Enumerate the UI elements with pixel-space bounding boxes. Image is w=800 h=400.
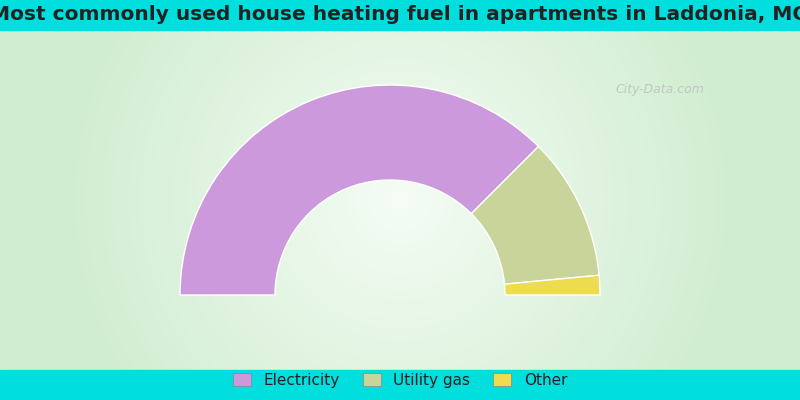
Legend: Electricity, Utility gas, Other: Electricity, Utility gas, Other	[228, 368, 572, 392]
Bar	[0, 370, 800, 400]
Text: City-Data.com: City-Data.com	[615, 84, 705, 96]
Bar	[0, 0, 800, 30]
Wedge shape	[180, 85, 538, 295]
Wedge shape	[505, 275, 600, 295]
Wedge shape	[471, 146, 599, 284]
Text: Most commonly used house heating fuel in apartments in Laddonia, MO: Most commonly used house heating fuel in…	[0, 6, 800, 24]
